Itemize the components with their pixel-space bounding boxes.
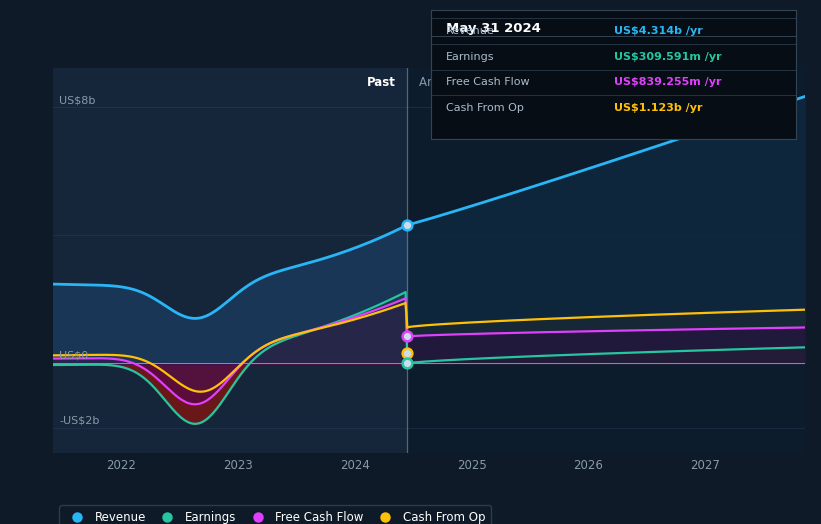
Text: Free Cash Flow: Free Cash Flow (446, 78, 530, 88)
Text: May 31 2024: May 31 2024 (446, 22, 540, 35)
Bar (407, 68, 805, 453)
Text: US$4.314b /yr: US$4.314b /yr (614, 26, 703, 36)
Text: Cash From Op: Cash From Op (446, 103, 524, 113)
Legend: Revenue, Earnings, Free Cash Flow, Cash From Op: Revenue, Earnings, Free Cash Flow, Cash … (59, 505, 491, 524)
Text: US$309.591m /yr: US$309.591m /yr (614, 52, 722, 62)
Text: Earnings: Earnings (446, 52, 494, 62)
Text: US$839.255m /yr: US$839.255m /yr (614, 78, 721, 88)
Text: Revenue: Revenue (446, 26, 494, 36)
Text: US$1.123b /yr: US$1.123b /yr (614, 103, 702, 113)
Text: Analysts Forecasts: Analysts Forecasts (419, 76, 529, 89)
Bar (53, 68, 407, 453)
Text: -US$2b: -US$2b (59, 416, 99, 426)
Text: US$8b: US$8b (59, 95, 95, 105)
Text: Past: Past (367, 76, 396, 89)
Text: US$0: US$0 (59, 351, 89, 361)
